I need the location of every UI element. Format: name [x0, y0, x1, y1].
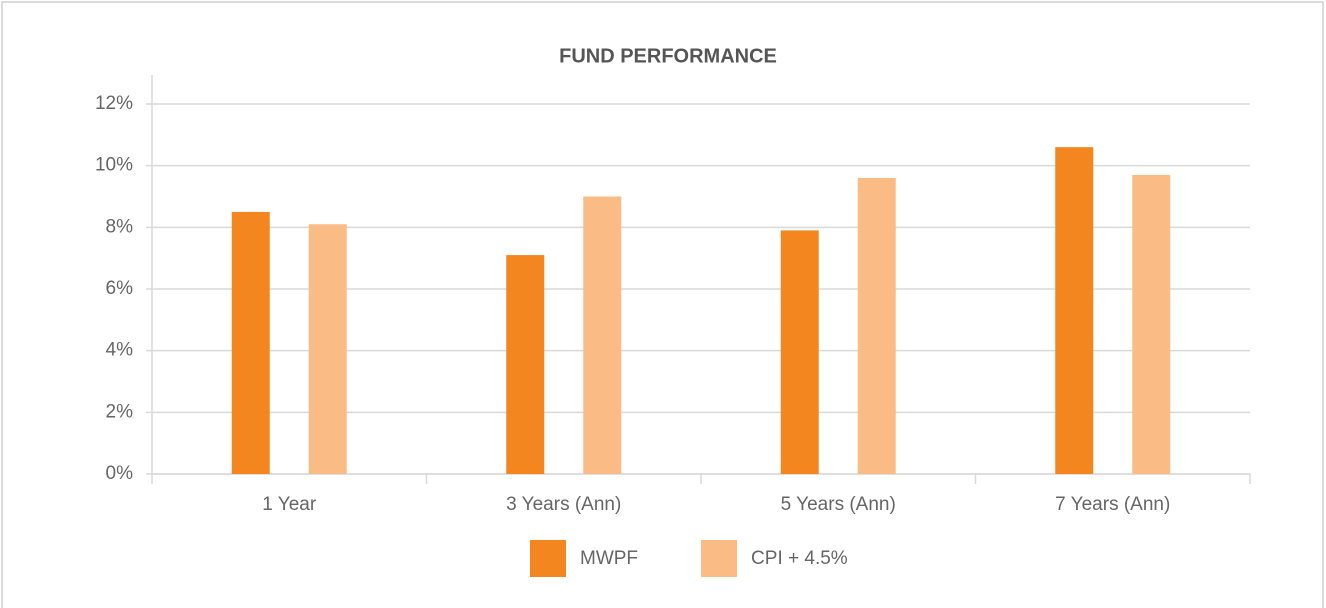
bar — [1055, 147, 1094, 474]
y-tick-label: 10% — [95, 155, 133, 176]
legend-label: CPI + 4.5% — [751, 548, 848, 569]
bar — [506, 255, 545, 474]
x-tick-label: 7 Years (Ann) — [1055, 494, 1170, 515]
legend-swatch — [701, 540, 738, 577]
legend-swatch — [530, 540, 566, 577]
x-tick-label: 5 Years (Ann) — [781, 494, 896, 515]
x-tick-label: 1 Year — [262, 494, 317, 515]
y-tick-label: 8% — [106, 216, 134, 237]
legend-label: MWPF — [580, 548, 638, 569]
bar — [308, 224, 347, 474]
x-tick-label: 3 Years (Ann) — [506, 494, 621, 515]
y-tick-label: 4% — [106, 340, 134, 361]
y-tick-label: 6% — [106, 278, 134, 299]
y-tick-label: 0% — [106, 463, 134, 484]
bar — [780, 230, 819, 474]
y-tick-label: 2% — [106, 401, 134, 422]
bar — [583, 196, 622, 474]
chart-title: FUND PERFORMANCE — [559, 45, 777, 67]
bar — [857, 178, 896, 474]
y-tick-label: 12% — [95, 93, 133, 114]
bar — [1132, 174, 1171, 474]
bar — [231, 211, 270, 474]
